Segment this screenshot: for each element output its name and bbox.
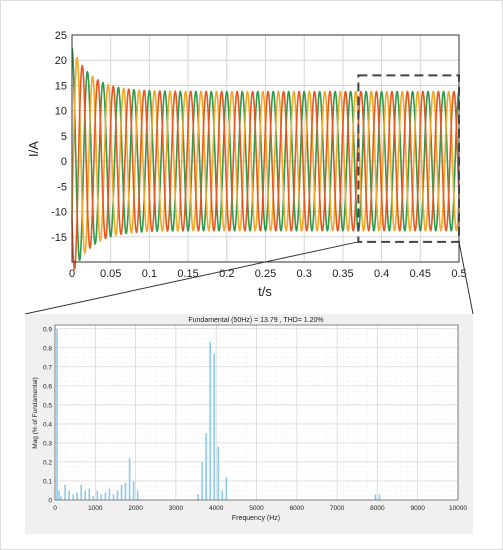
fft-y-tick-labels: 0.9 0.8 0.7 0.6 0.5 0.4 0.3 0.2 0.1 0 <box>43 326 52 504</box>
fft-bar <box>60 496 62 500</box>
top-x-tick-label: 0.05 <box>100 268 121 280</box>
zoom-connector-right <box>458 241 474 315</box>
fft-x-tick-label: 8000 <box>370 505 385 512</box>
fft-bar <box>209 342 211 500</box>
fft-bar <box>128 458 131 500</box>
fft-bar <box>217 446 220 500</box>
fft-bar <box>112 494 115 500</box>
fft-bar <box>72 494 74 500</box>
fft-y-tick-label: 0.3 <box>43 440 52 447</box>
fft-bar <box>205 433 207 500</box>
top-x-tick-label: 0.25 <box>255 268 276 280</box>
fft-title: Fundamental (50Hz) = 13.79 , THD= 1.20% <box>188 317 323 324</box>
fft-bar <box>213 353 215 500</box>
fft-plot-border <box>54 324 459 501</box>
fft-bar <box>225 477 228 500</box>
top-x-tick-label: 0.4 <box>374 268 389 280</box>
top-x-tick-label: 0.1 <box>142 268 157 280</box>
top-y-tick-label: -5 <box>57 181 67 193</box>
fft-bar <box>100 494 103 500</box>
fft-panel: 0 1000 2000 3000 4000 5000 6000 7000 8000 9000 100… <box>25 314 473 534</box>
top-x-tick-labels: 0 0.05 0.1 0.15 0.2 0.25 0.3 0.35 0.4 0.45 0.5 <box>69 268 467 280</box>
fft-bar <box>124 482 127 500</box>
fft-bar <box>378 494 381 500</box>
zoom-connector-left <box>24 241 359 315</box>
fft-x-tick-label: 2000 <box>128 505 143 512</box>
fft-bar <box>197 494 199 500</box>
zoom-box <box>357 74 461 243</box>
fft-y-tick-label: 0.1 <box>43 478 52 485</box>
fft-x-tick-labels: 0 1000 2000 3000 4000 5000 6000 7000 8000 9000 100… <box>53 505 467 512</box>
fft-x-axis-label: Frequency (Hz) <box>232 515 280 522</box>
fft-x-tick-label: 1000 <box>88 505 103 512</box>
fft-bar <box>108 488 111 500</box>
fft-y-tick-label: 0.4 <box>43 421 52 428</box>
fft-bar <box>201 461 203 500</box>
top-series-group <box>71 47 460 271</box>
fft-bar <box>136 490 139 500</box>
fft-x-tick-label: 5000 <box>249 505 264 512</box>
fft-bars <box>56 328 381 500</box>
fft-bar <box>221 490 224 500</box>
fft-bar <box>132 480 135 500</box>
top-y-tick-label: -15 <box>51 232 67 244</box>
top-x-tick-label: 0.45 <box>410 268 431 280</box>
top-y-axis-label: I/A <box>26 141 41 157</box>
fft-x-tick-label: 0 <box>53 505 57 512</box>
top-y-tick-label: -10 <box>51 207 67 219</box>
top-y-tick-label: 5 <box>61 131 67 143</box>
phase-current-line-3 <box>71 64 460 271</box>
fft-bar <box>120 484 123 500</box>
top-x-axis-label: t/s <box>258 284 272 299</box>
fft-bar <box>116 490 119 500</box>
fft-y-axis-label: Mag (% of Fundamental) <box>32 377 39 449</box>
fft-y-tick-label: 0 <box>48 498 52 505</box>
top-x-tick-label: 0.5 <box>451 268 466 280</box>
fft-y-tick-label: 0.6 <box>43 383 52 390</box>
top-x-tick-label: 0.3 <box>297 268 312 280</box>
fft-y-tick-label: 0.8 <box>43 345 52 352</box>
fft-bar <box>58 490 60 500</box>
fft-bar <box>64 484 66 500</box>
fft-y-tick-label: 0.7 <box>43 364 52 371</box>
fft-bar <box>96 490 99 500</box>
fft-bar <box>68 490 70 500</box>
fft-x-tick-label: 7000 <box>330 505 345 512</box>
top-x-tick-label: 0.35 <box>332 268 353 280</box>
fft-x-tick-label: 10000 <box>449 505 467 512</box>
fft-bar <box>88 488 91 500</box>
fft-bar <box>104 492 107 500</box>
fft-bar <box>80 484 82 500</box>
fft-bar <box>56 328 58 500</box>
fft-bar <box>76 492 78 500</box>
top-y-tick-label: 20 <box>55 55 67 67</box>
top-y-tick-label: 0 <box>61 156 67 168</box>
fft-y-tick-label: 0.2 <box>43 459 52 466</box>
top-x-tick-label: 0 <box>69 268 75 280</box>
top-y-tick-label: 10 <box>55 106 67 118</box>
fft-x-tick-label: 4000 <box>209 505 224 512</box>
top-x-tick-label: 0.15 <box>177 268 198 280</box>
top-y-tick-label: 25 <box>55 30 67 42</box>
fft-x-tick-label: 6000 <box>290 505 305 512</box>
fft-x-tick-label: 3000 <box>169 505 184 512</box>
top-y-tick-label: 15 <box>55 80 67 92</box>
current-waveform-chart: 0 0.05 0.1 0.15 0.2 0.25 0.3 0.35 0.4 0.45 0.5 252… <box>26 30 467 299</box>
fft-y-tick-label: 0.9 <box>43 326 52 333</box>
fft-x-tick-label: 9000 <box>410 505 425 512</box>
fft-y-tick-label: 0.5 <box>43 402 52 409</box>
fft-bar <box>374 494 377 500</box>
fft-bar <box>84 490 87 500</box>
top-y-tick-labels: 25 20 15 10 5 0 -5 -10 -15 <box>51 30 67 244</box>
fft-bar <box>92 496 95 500</box>
